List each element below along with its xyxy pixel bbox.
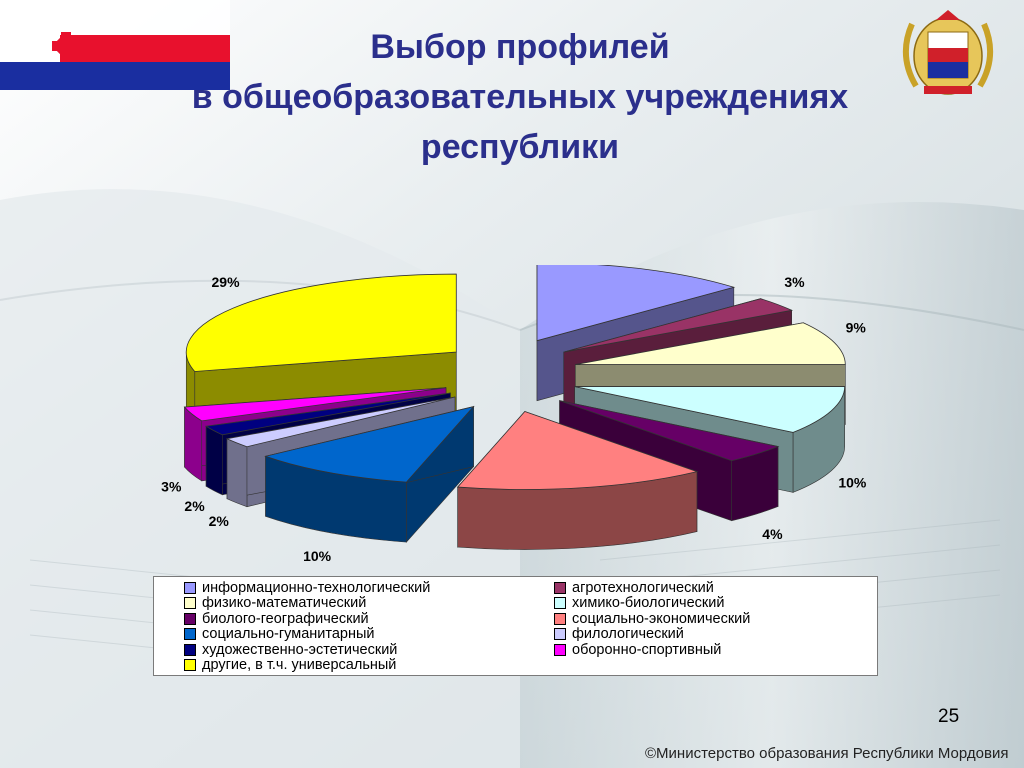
- legend-swatch: [184, 597, 196, 610]
- legend-label: химико-биологический: [572, 595, 725, 612]
- page-number: 25: [938, 706, 960, 727]
- legend-swatch: [554, 581, 566, 594]
- data-label: 10%: [838, 474, 867, 490]
- legend-label: оборонно-спортивный: [572, 641, 722, 658]
- flag-image: [0, 0, 230, 90]
- legend-item: другие, в т.ч. универсальный: [184, 657, 554, 674]
- title-line-3: республики: [420, 128, 620, 166]
- legend-swatch: [554, 612, 566, 625]
- legend-swatch: [184, 659, 196, 672]
- slice-top: [575, 322, 846, 365]
- legend-item: физико-математический: [184, 595, 554, 612]
- legend-grid: информационно-технологический агротехноло…: [184, 580, 877, 673]
- slice-top: [574, 386, 846, 433]
- legend-item: оборонно-спортивный: [554, 642, 874, 658]
- page-title: Выбор профилей в общеобразовательных учр…: [110, 22, 930, 172]
- coat-of-arms-icon: [902, 10, 994, 95]
- legend-label: физико-математический: [202, 595, 367, 612]
- legend-swatch: [554, 643, 566, 656]
- legend-item: социально-экономический: [554, 611, 874, 627]
- legend-item: информационно-технологический: [184, 580, 554, 596]
- slice-top: [559, 400, 780, 462]
- legend-label: социально-гуманитарный: [202, 626, 375, 643]
- chart-legend: информационно-технологический агротехноло…: [153, 576, 878, 676]
- pie-slice: [456, 410, 699, 550]
- legend-label: биолого-географический: [202, 610, 369, 627]
- legend-label: агротехнологический: [572, 579, 714, 596]
- slice-outer-wall: [205, 425, 223, 496]
- ornament-icon: [51, 31, 81, 61]
- data-label: 2%: [184, 498, 205, 514]
- slice-top: [456, 411, 699, 490]
- legend-label: другие, в т.ч. универсальный: [202, 657, 397, 674]
- legend-swatch: [184, 581, 196, 594]
- legend-swatch: [184, 628, 196, 641]
- legend-item: филологический: [554, 626, 874, 643]
- data-label: 4%: [762, 526, 783, 542]
- title-line-1: Выбор профилей: [370, 28, 670, 66]
- legend-label: филологический: [572, 626, 684, 643]
- legend-label: информационно-технологический: [202, 579, 431, 596]
- slice-top: [185, 273, 457, 372]
- slice-top: [536, 265, 736, 342]
- slice-top: [225, 396, 456, 448]
- data-label: 10%: [303, 548, 332, 564]
- data-label: 2%: [209, 513, 230, 529]
- pie-chart: 13%3%9%10%4%15%10%2%2%3%29%: [161, 265, 867, 564]
- legend-item: биолого-географический: [184, 611, 554, 627]
- legend-label: социально-экономический: [572, 610, 751, 627]
- slice-top: [264, 405, 475, 483]
- pie-slice: [264, 405, 475, 543]
- legend-swatch: [184, 643, 196, 656]
- title-line-2: в общеобразовательных учреждениях: [191, 78, 849, 116]
- slice-top: [204, 392, 451, 436]
- slice-top: [563, 298, 794, 353]
- data-label: 3%: [161, 479, 182, 495]
- slice-top: [183, 387, 447, 422]
- legend-item: [554, 658, 874, 674]
- data-label: 3%: [784, 274, 805, 290]
- legend-item: художественно-эстетический: [184, 642, 554, 658]
- legend-swatch: [554, 628, 566, 641]
- data-label: 9%: [846, 320, 867, 336]
- legend-item: агротехнологический: [554, 580, 874, 596]
- legend-swatch: [184, 612, 196, 625]
- data-label: 29%: [212, 274, 241, 290]
- legend-item: химико-биологический: [554, 595, 874, 612]
- legend-label: художественно-эстетический: [202, 641, 398, 658]
- slice-outer-wall: [226, 438, 248, 508]
- footer-copyright: ©Министерство образования Республики Мор…: [645, 745, 1009, 762]
- legend-item: социально-гуманитарный: [184, 626, 554, 643]
- legend-swatch: [554, 597, 566, 610]
